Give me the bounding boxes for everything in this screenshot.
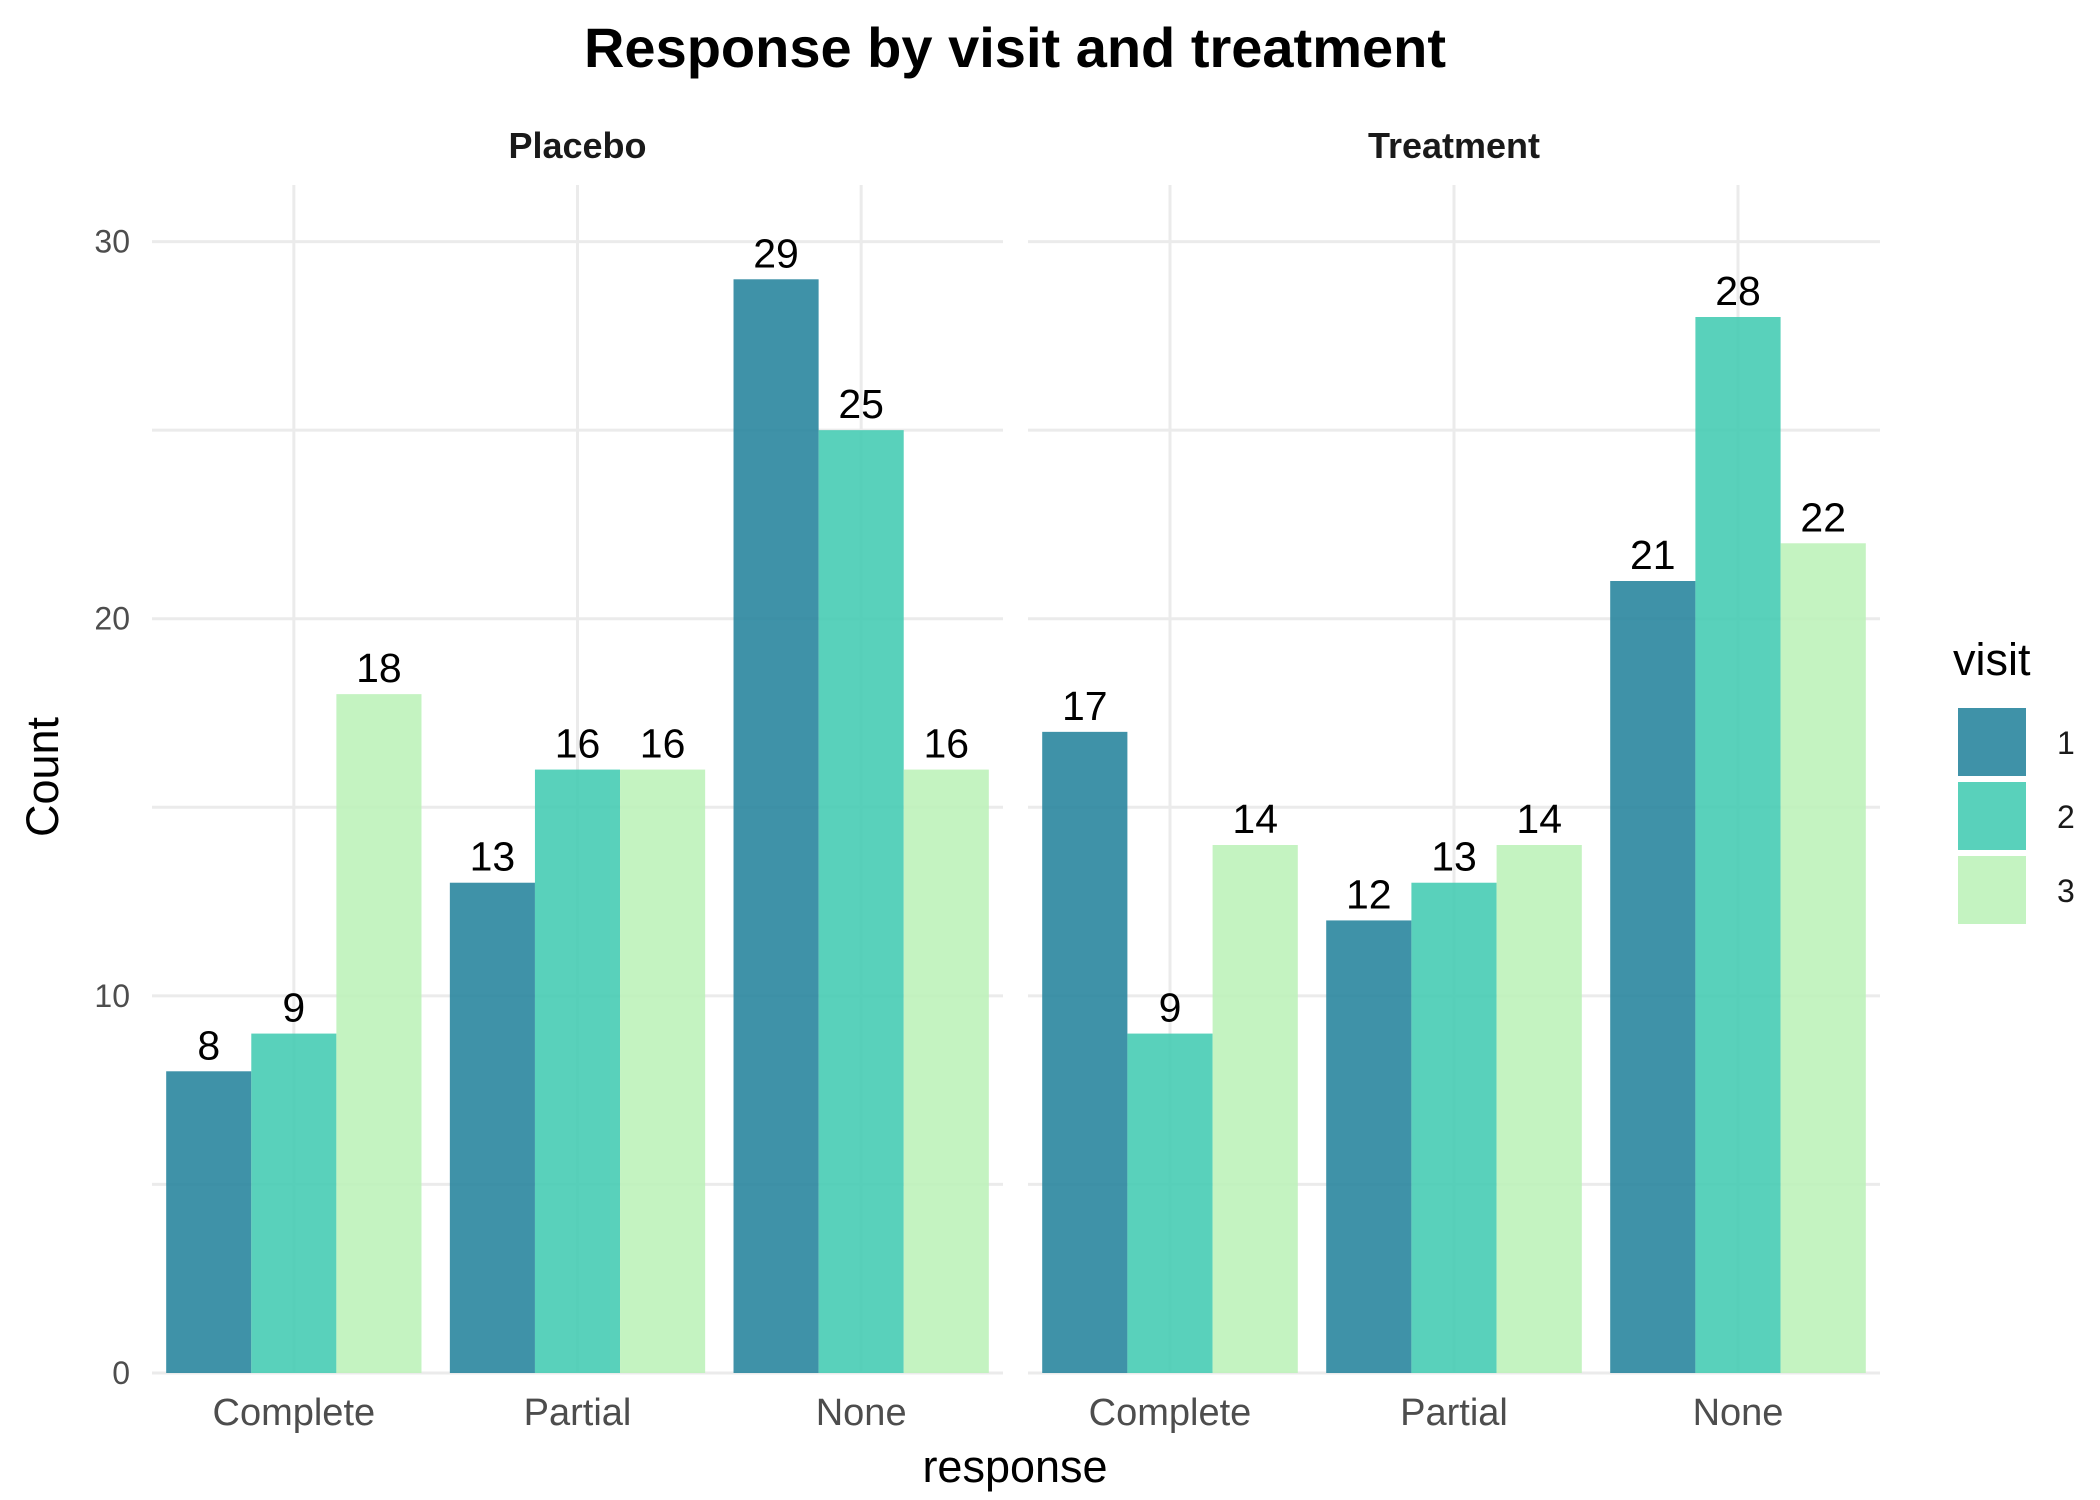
data-label: 16 [555,721,601,767]
data-label: 12 [1346,871,1392,917]
data-label: 17 [1062,683,1108,729]
data-label: 13 [470,834,516,880]
chart-title: Response by visit and treatment [584,16,1446,79]
panels: Placebo 0 10 20 30 8 13 29 9 16 25 18 16 16 Complete Pa… [94,125,1880,1434]
bar [1411,882,1497,1373]
bar [534,769,621,1373]
y-tick-label: 0 [112,1355,130,1391]
y-tick-label: 10 [94,978,130,1014]
bar [1127,1033,1213,1373]
data-label: 28 [1715,268,1761,314]
bar [1042,731,1128,1373]
data-label: 18 [356,645,402,691]
x-tick-label: None [816,1392,907,1434]
bar [1610,581,1696,1373]
data-label: 29 [753,230,799,276]
legend-key [1958,856,2026,924]
data-label: 21 [1630,532,1676,578]
data-label: 25 [838,381,884,427]
bar [733,279,819,1374]
bar [251,1033,337,1373]
panel-placebo: Placebo 0 10 20 30 8 13 29 9 16 25 18 16 16 Complete Pa… [94,125,1003,1434]
panel-strip-label: Treatment [1368,125,1540,166]
y-axis-title: Count [17,716,68,837]
data-label: 13 [1431,834,1477,880]
bar [818,430,904,1374]
legend-key [1958,782,2026,850]
data-label: 22 [1800,494,1846,540]
data-label: 8 [197,1022,220,1068]
legend-label: 1 [2057,725,2075,761]
bar [1695,317,1781,1373]
data-label: 14 [1232,796,1278,842]
bar [336,694,422,1373]
legend-label: 2 [2057,799,2075,835]
data-label: 16 [923,721,969,767]
legend-title: visit [1953,634,2031,685]
bar [903,769,989,1373]
panel-strip-label: Placebo [508,125,646,166]
x-tick-label: Partial [1400,1392,1508,1434]
x-axis-title: response [922,1441,1107,1492]
data-label: 9 [1159,985,1182,1031]
bar [1212,845,1298,1373]
y-tick-label: 30 [94,224,130,260]
panel-treatment: Treatment 17 12 21 9 13 28 14 14 22 Complete Partia… [1028,125,1880,1434]
legend: visit 1 2 3 [1953,634,2075,924]
y-tick-label: 20 [94,601,130,637]
bar [1780,543,1866,1373]
x-tick-label: None [1693,1392,1784,1434]
legend-key [1958,708,2026,776]
x-tick-label: Complete [213,1392,376,1434]
bar [166,1071,252,1373]
bar [1326,920,1412,1373]
legend-label: 3 [2057,873,2075,909]
data-label: 14 [1516,796,1562,842]
bar [620,769,706,1373]
data-label: 16 [640,721,686,767]
data-label: 9 [282,985,305,1031]
x-tick-label: Complete [1089,1392,1252,1434]
bar [1496,845,1582,1373]
bar [449,882,535,1373]
x-tick-label: Partial [524,1392,632,1434]
